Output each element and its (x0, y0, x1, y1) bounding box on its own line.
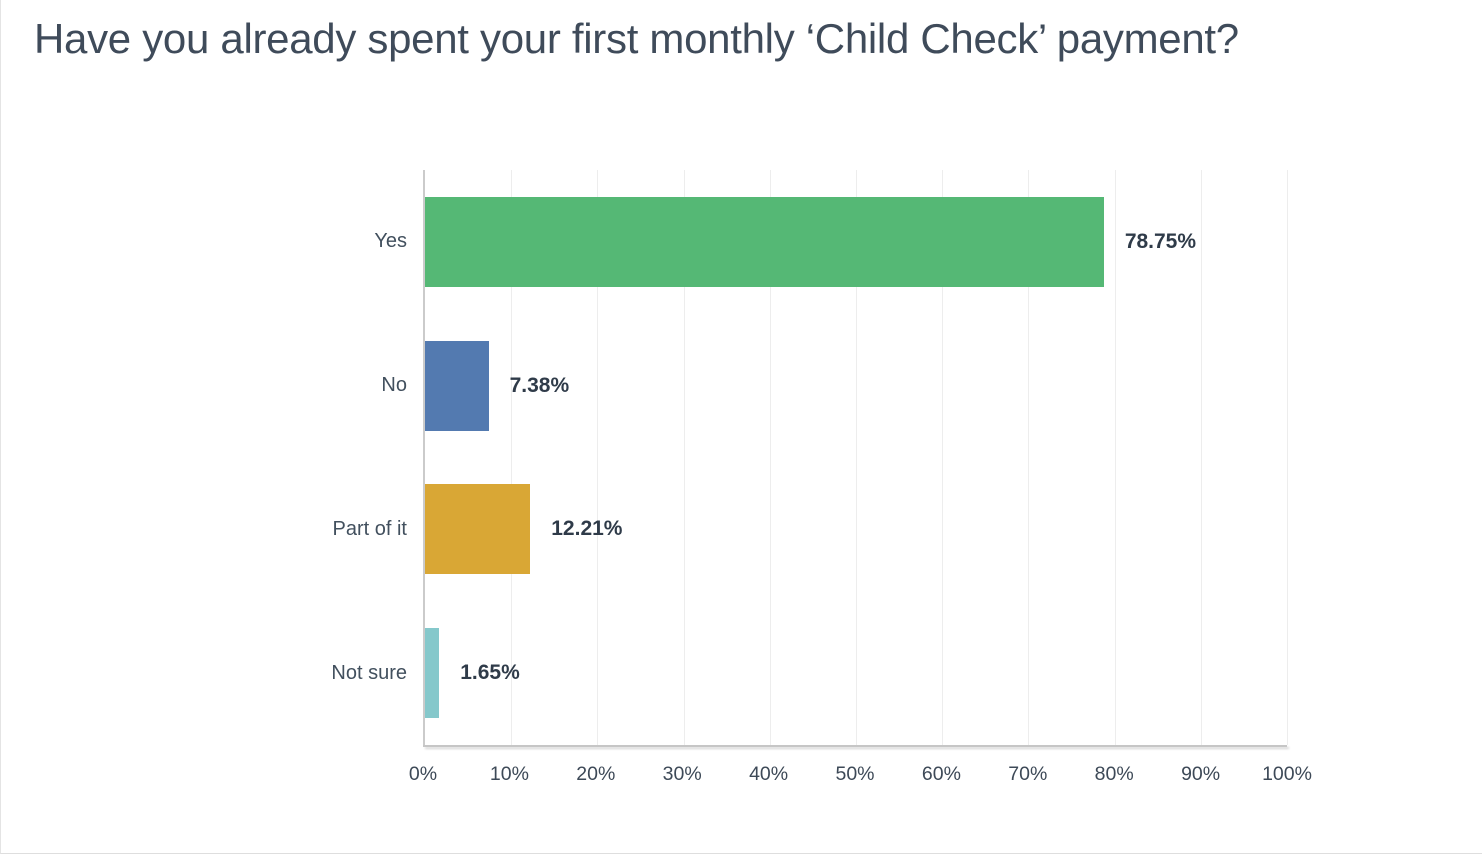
value-label-not-sure: 1.65% (460, 661, 520, 685)
x-tick-0: 0% (408, 763, 438, 785)
plot-area: 78.75% 7.38% 12.21% 1.65% (423, 170, 1288, 747)
gridline-90 (1200, 170, 1202, 745)
bar-row-no: 7.38% (425, 314, 1287, 458)
gridline-100 (1287, 170, 1288, 745)
x-tick-40: 40% (749, 763, 789, 785)
bar-not-sure (425, 628, 440, 719)
x-tick-100: 100% (1262, 763, 1312, 785)
category-label-yes: Yes (374, 230, 407, 253)
x-axis-line (423, 745, 1287, 747)
gridline-40 (769, 170, 771, 745)
gridline-50 (856, 170, 857, 745)
y-axis-category-labels: Yes No Part of it Not sure (1, 170, 407, 745)
x-axis-tick-labels: 0% 10% 20% 30% 40% 50% 60% 70% 80% 90% 1… (409, 763, 1312, 793)
gridline-80 (1114, 170, 1116, 745)
category-label-not-sure: Not sure (331, 661, 407, 684)
category-label-part-of-it: Part of it (332, 517, 407, 540)
value-label-no: 7.38% (509, 373, 570, 397)
x-tick-20: 20% (576, 763, 616, 785)
gridline-70 (1028, 170, 1030, 745)
chart-title: Have you already spent your first monthl… (34, 15, 1239, 62)
x-tick-70: 70% (1008, 763, 1048, 785)
category-label-no: No (381, 374, 407, 397)
bar-yes (425, 196, 1104, 287)
gridline-20 (597, 170, 599, 745)
x-tick-90: 90% (1181, 763, 1221, 785)
x-tick-60: 60% (921, 763, 961, 785)
bar-part-of-it (425, 484, 531, 575)
bar-no (425, 340, 489, 431)
gridline-10 (511, 170, 513, 745)
x-tick-30: 30% (662, 763, 702, 785)
x-tick-50: 50% (835, 763, 875, 785)
value-label-part-of-it: 12.21% (551, 517, 623, 541)
bar-row-yes: 78.75% (425, 170, 1287, 314)
gridline-30 (683, 170, 685, 745)
gridline-60 (942, 170, 944, 745)
x-tick-10: 10% (489, 763, 529, 785)
bar-row-part-of-it: 12.21% (425, 458, 1287, 602)
x-tick-80: 80% (1094, 763, 1134, 785)
bar-row-not-sure: 1.65% (425, 601, 1287, 745)
value-label-yes: 78.75% (1124, 229, 1197, 253)
